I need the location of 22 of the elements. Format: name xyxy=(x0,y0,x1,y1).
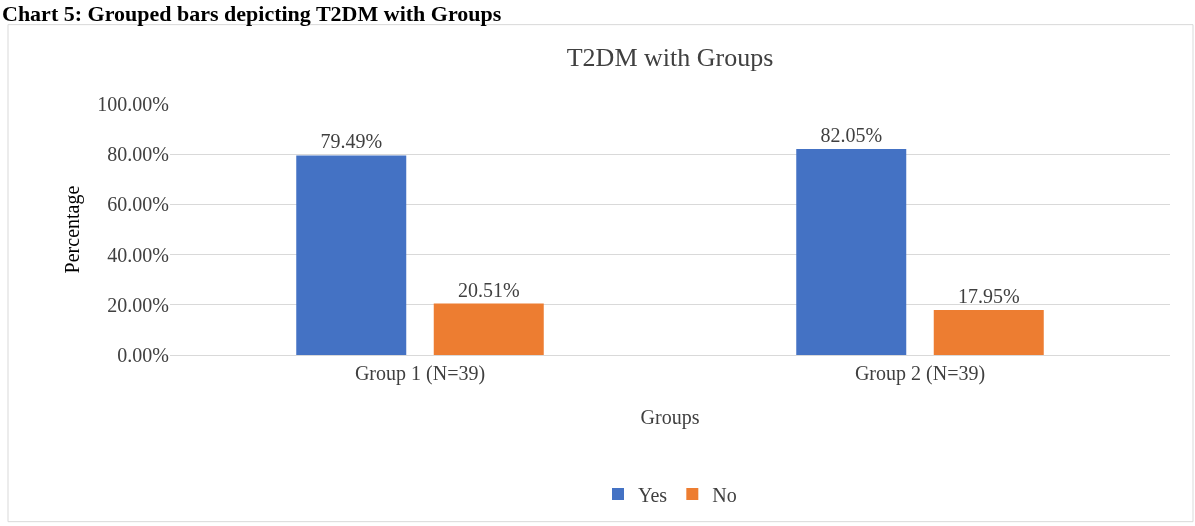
legend-label: No xyxy=(712,483,737,506)
y-tick-label: 20.00% xyxy=(107,293,169,316)
bar xyxy=(296,155,407,355)
y-tick-label: 80.00% xyxy=(107,143,169,166)
y-axis-title: Percentage xyxy=(60,185,84,274)
data-label: 17.95% xyxy=(957,284,1020,307)
data-label: 20.51% xyxy=(457,278,520,301)
y-tick-label: 0.00% xyxy=(117,344,169,366)
data-label: 79.49% xyxy=(320,130,383,153)
x-tick-label: Group 1 (N=39) xyxy=(354,362,486,385)
y-tick-label: 60.00% xyxy=(107,193,169,216)
chart-title: T2DM with Groups xyxy=(566,43,774,73)
bar xyxy=(933,309,1044,355)
bar xyxy=(796,149,907,355)
x-tick-label: Group 2 (N=39) xyxy=(854,362,986,385)
caption: Chart 5: Grouped bars depicting T2DM with Groups xyxy=(2,1,502,26)
y-tick-label: 40.00% xyxy=(107,243,169,266)
data-label: 82.05% xyxy=(820,124,883,147)
y-tick-label: 100.00% xyxy=(97,93,169,115)
bar xyxy=(433,303,544,355)
x-axis-title: Groups xyxy=(640,405,700,429)
legend-label: Yes xyxy=(638,483,668,506)
